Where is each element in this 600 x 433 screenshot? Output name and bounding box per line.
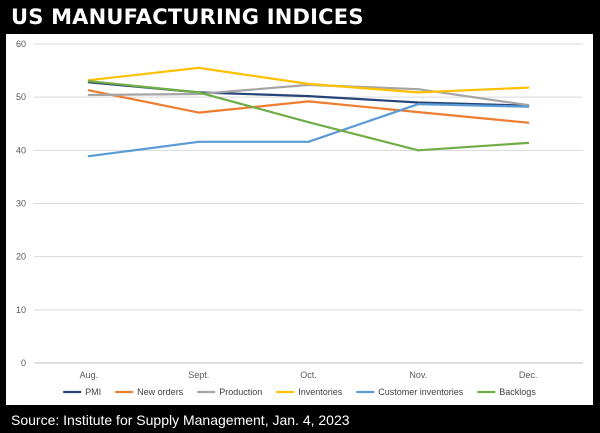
- data-point-production: [417, 88, 420, 91]
- legend-label-new-orders: New orders: [137, 387, 184, 397]
- data-point-inventories: [197, 66, 200, 70]
- x-tick-label: Oct.: [300, 370, 317, 380]
- legend-label-production: Production: [219, 387, 262, 397]
- legend-label-customer-inventories: Customer inventories: [378, 387, 464, 397]
- legend-label-inventories: Inventories: [298, 387, 343, 397]
- data-point-pmi: [307, 95, 310, 98]
- legend-label-pmi: PMI: [85, 387, 101, 397]
- data-point-new-orders: [197, 111, 200, 114]
- x-tick-label: Sept.: [188, 370, 209, 380]
- y-tick-label: 40: [16, 145, 26, 155]
- source-caption: Source: Institute for Supply Management,…: [11, 412, 350, 428]
- data-point-production: [87, 93, 90, 97]
- data-point-inventories: [417, 91, 420, 94]
- data-point-customer-inventories: [197, 140, 200, 143]
- data-point-new-orders: [527, 121, 530, 124]
- x-tick-label: Aug.: [80, 370, 99, 380]
- data-point-inventories: [307, 82, 310, 85]
- y-tick-label: 60: [16, 39, 26, 49]
- legend-label-backlogs: Backlogs: [499, 387, 536, 397]
- data-point-backlogs: [307, 121, 310, 124]
- data-point-backlogs: [417, 149, 420, 152]
- chart-title: US MANUFACTURING INDICES: [11, 5, 364, 29]
- y-tick-label: 10: [16, 305, 26, 315]
- y-tick-label: 30: [16, 199, 26, 209]
- y-tick-label: 20: [16, 252, 26, 262]
- y-tick-label: 50: [16, 92, 26, 102]
- data-point-new-orders: [417, 110, 420, 114]
- data-point-new-orders: [87, 89, 90, 92]
- line-chart: 0 10 20 30 40 50 60 Aug. Sept. Oct. Nov. Dec. PMI New…: [16, 39, 583, 397]
- data-point-customer-inventories: [417, 102, 420, 106]
- data-point-new-orders: [307, 100, 310, 103]
- plot-area: 0 10 20 30 40 50 60 Aug. Sept. Oct. Nov. Dec. PMI New…: [6, 34, 593, 405]
- data-point-backlogs: [87, 80, 90, 83]
- data-point-customer-inventories: [307, 140, 310, 143]
- x-tick-label: Nov.: [409, 370, 427, 380]
- data-point-backlogs: [527, 141, 530, 144]
- data-point-customer-inventories: [527, 105, 530, 108]
- data-point-customer-inventories: [87, 155, 90, 158]
- data-point-backlogs: [197, 91, 200, 94]
- y-tick-label: 0: [21, 358, 26, 368]
- data-point-inventories: [527, 86, 530, 89]
- x-tick-label: Dec.: [519, 370, 538, 380]
